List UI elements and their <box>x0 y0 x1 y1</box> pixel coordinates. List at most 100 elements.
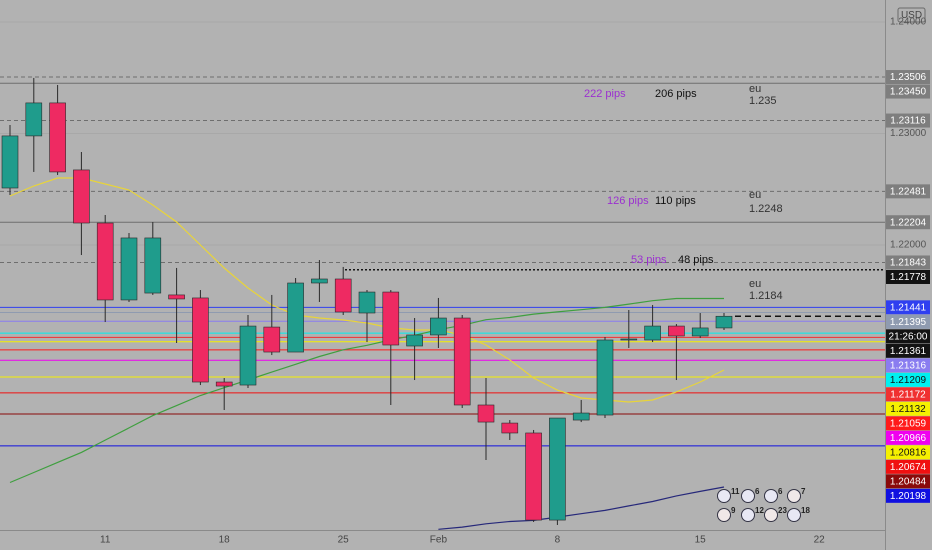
annotation: 126 pips <box>607 195 649 207</box>
moving-average <box>438 486 725 530</box>
price-tag <box>886 387 930 402</box>
price-tag-label: 1.20674 <box>890 462 927 473</box>
candle-body <box>263 326 281 353</box>
candle-body <box>382 291 400 346</box>
candle-body <box>168 294 185 300</box>
event-icon[interactable] <box>764 508 778 522</box>
candle-body <box>73 169 90 224</box>
price-tag <box>886 300 930 315</box>
event-count: 9 <box>731 506 736 515</box>
price-tag-label: 1.20484 <box>890 476 927 487</box>
candle-body <box>691 327 709 337</box>
price-tag <box>886 215 930 230</box>
moving-average <box>9 297 724 484</box>
annotation: eu <box>749 189 761 201</box>
price-tag-label: 1.20966 <box>890 433 927 444</box>
x-tick-label: Feb <box>430 535 448 546</box>
annotation: 1.2248 <box>749 203 783 215</box>
price-tag-label: 1.23116 <box>890 116 926 127</box>
annotation: 1.2184 <box>749 290 783 302</box>
event-count: 18 <box>801 506 810 515</box>
price-tag <box>886 269 930 284</box>
price-tag-label: 1.21843 <box>890 258 927 269</box>
annotation: 206 pips <box>655 88 697 100</box>
candle-body <box>358 291 376 314</box>
annotation: eu <box>749 83 761 95</box>
price-tag <box>886 329 930 344</box>
price-tag-label: 1.21209 <box>890 375 927 386</box>
axis: 1.24000 1.23000 1.22000 11 18 25 Feb 8 15 22 <box>100 17 927 546</box>
price-tag-label: 1.21395 <box>890 317 927 328</box>
price-tag-label: 1.21361 <box>890 346 927 357</box>
y-tick-label: 1.24000 <box>890 17 927 28</box>
event-icon[interactable] <box>741 489 755 503</box>
candle-body <box>572 412 590 421</box>
candle-body <box>549 417 566 521</box>
price-tag-label: 1.21132 <box>890 404 926 415</box>
price-tag-label: 1.21778 <box>890 272 927 283</box>
price-tag <box>886 314 930 329</box>
candle-body <box>596 339 614 416</box>
candle-body <box>501 422 519 434</box>
candle-body <box>668 325 685 337</box>
price-tag-label: 21:26:00 <box>889 331 928 342</box>
x-tick-label: 18 <box>219 535 231 546</box>
candle-body <box>49 102 66 173</box>
candle-body <box>334 278 352 313</box>
candle-body <box>477 404 495 423</box>
event-icon[interactable] <box>764 489 778 503</box>
price-tag-label: 1.23450 <box>890 87 927 98</box>
event-count: 12 <box>755 506 764 515</box>
event-icon[interactable] <box>787 508 801 522</box>
y-tick-label: 1.23000 <box>890 128 927 139</box>
event-count: 7 <box>801 487 806 496</box>
price-tags: 1.23506 1.23450 1.23116 1.22481 1.22204 1.218… <box>886 70 930 503</box>
economic-events[interactable]: 11 6 6 7 9 12 23 18 <box>717 487 811 522</box>
event-icon[interactable] <box>787 489 801 503</box>
annotation: 110 pips <box>655 195 696 207</box>
candle-body <box>25 102 43 137</box>
annotations: 222 pips 206 pips eu 1.235 126 pips 110 … <box>584 83 783 302</box>
price-tag-label: 1.21059 <box>890 418 927 429</box>
event-count: 6 <box>778 487 783 496</box>
annotation: 1.235 <box>749 95 777 107</box>
price-tag <box>886 401 930 416</box>
price-tag <box>886 416 930 431</box>
price-tag <box>886 430 930 445</box>
x-tick-label: 15 <box>695 535 707 546</box>
annotation: 48 pips <box>678 254 714 266</box>
price-tag-label: 1.23506 <box>890 72 927 83</box>
price-tag <box>886 358 930 373</box>
event-count: 11 <box>731 487 740 496</box>
candle-body <box>239 325 257 386</box>
currency: USD <box>901 10 922 21</box>
price-tag <box>886 459 930 474</box>
price-tag-label: 1.22481 <box>890 186 927 197</box>
currency-box[interactable] <box>897 7 926 23</box>
candle-body <box>644 325 661 341</box>
price-tag <box>886 474 930 489</box>
annotation: 222 pips <box>584 88 626 100</box>
candle-body <box>96 222 114 301</box>
x-tick-label: 25 <box>338 535 350 546</box>
price-tag-label: 1.20816 <box>890 447 927 458</box>
event-count: 6 <box>755 487 760 496</box>
candles <box>1 77 733 525</box>
price-tag <box>886 184 930 199</box>
candle-body <box>120 237 138 301</box>
annotation: 53 pips <box>631 254 667 266</box>
candle-body <box>453 317 471 406</box>
candle-body <box>406 334 423 347</box>
price-tag-label: 1.21316 <box>890 360 927 371</box>
event-icon[interactable] <box>717 489 731 503</box>
x-tick-label: 8 <box>555 535 561 546</box>
price-tag-label: 1.21441 <box>890 302 927 313</box>
candle-body <box>715 315 733 329</box>
price-tag-label: 1.21172 <box>890 389 926 400</box>
event-icon[interactable] <box>717 508 731 522</box>
candle-body <box>430 317 447 336</box>
event-icon[interactable] <box>741 508 755 522</box>
candle-body <box>287 282 304 353</box>
